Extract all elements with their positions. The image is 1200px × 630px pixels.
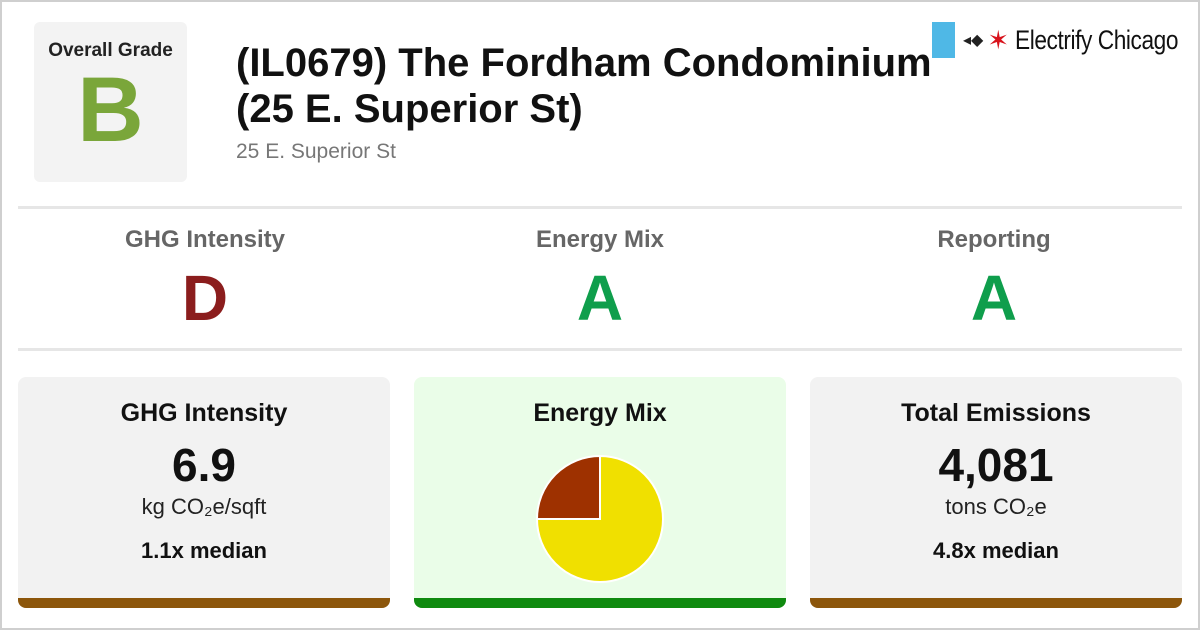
- divider: [18, 348, 1182, 351]
- building-title: (IL0679) The Fordham Condominium (25 E. …: [236, 41, 932, 131]
- total-emissions-median: 4.8x median: [933, 538, 1059, 563]
- building-address: 25 E. Superior St: [236, 140, 396, 163]
- energy-mix-grade: Energy Mix A: [405, 226, 795, 330]
- card-title: Energy Mix: [533, 399, 667, 427]
- total-emissions-card: Total Emissions 4,081 tons CO₂e 4.8x med…: [810, 377, 1182, 608]
- pie-slice-1: [535, 454, 601, 520]
- card-bottom-bar: [18, 598, 390, 608]
- ghg-intensity-card: GHG Intensity 6.9 kg CO₂e/sqft 1.1x medi…: [18, 377, 390, 608]
- card-bottom-bar: [414, 598, 786, 608]
- divider: [18, 206, 1182, 209]
- total-emissions-unit: tons CO₂e: [945, 494, 1047, 519]
- chicago-star-icon: ✶: [987, 25, 1010, 55]
- card-bottom-bar: [810, 598, 1182, 608]
- grade-letter: D: [181, 262, 229, 334]
- ghg-intensity-median: 1.1x median: [141, 538, 267, 563]
- card-title: Total Emissions: [901, 399, 1091, 427]
- ghg-intensity-grade: GHG Intensity D: [10, 226, 400, 330]
- energy-mix-card: Energy Mix: [414, 377, 786, 608]
- ghg-intensity-unit: kg CO₂e/sqft: [141, 494, 267, 519]
- overall-grade-box: Overall Grade B: [34, 22, 187, 182]
- brand-name: Electrify Chicago: [1015, 24, 1179, 55]
- grade-label: Energy Mix: [535, 226, 665, 253]
- brand-logo[interactable]: ◂◆ ✶ Electrify Chicago: [932, 22, 1200, 58]
- reporting-grade: Reporting A: [799, 226, 1189, 330]
- overall-grade-label: Overall Grade: [48, 40, 173, 61]
- grade-letter: A: [970, 262, 1018, 334]
- chicago-flag-icon: [932, 22, 955, 58]
- grade-letter: A: [576, 262, 624, 334]
- card-title: GHG Intensity: [120, 399, 288, 427]
- overall-grade-letter: B: [77, 59, 144, 161]
- grade-label: GHG Intensity: [124, 226, 286, 253]
- plug-icon: ◂◆: [963, 32, 984, 49]
- total-emissions-value: 4,081: [938, 439, 1054, 491]
- energy-mix-pie-chart: [535, 454, 664, 583]
- ghg-intensity-value: 6.9: [172, 439, 236, 491]
- grade-label: Reporting: [937, 226, 1051, 253]
